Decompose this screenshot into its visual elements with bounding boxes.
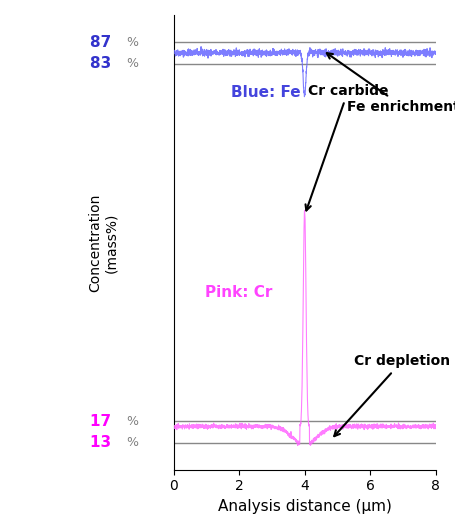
Text: Pink: Cr: Pink: Cr: [205, 285, 273, 300]
Text: %: %: [126, 35, 138, 49]
Text: %: %: [126, 436, 138, 449]
Y-axis label: Concentration
(mass%): Concentration (mass%): [88, 193, 118, 291]
Text: 83: 83: [90, 56, 116, 71]
Text: 17: 17: [90, 414, 116, 428]
Text: Cr depletion: Cr depletion: [334, 354, 450, 436]
Text: Blue: Fe: Blue: Fe: [231, 85, 301, 100]
Text: %: %: [126, 57, 138, 70]
Text: 13: 13: [90, 435, 116, 450]
Text: %: %: [126, 415, 138, 427]
X-axis label: Analysis distance (μm): Analysis distance (μm): [217, 499, 392, 514]
Text: Fe enrichment: Fe enrichment: [327, 53, 455, 114]
Text: Cr carbide: Cr carbide: [305, 84, 389, 211]
Text: 87: 87: [90, 34, 116, 50]
